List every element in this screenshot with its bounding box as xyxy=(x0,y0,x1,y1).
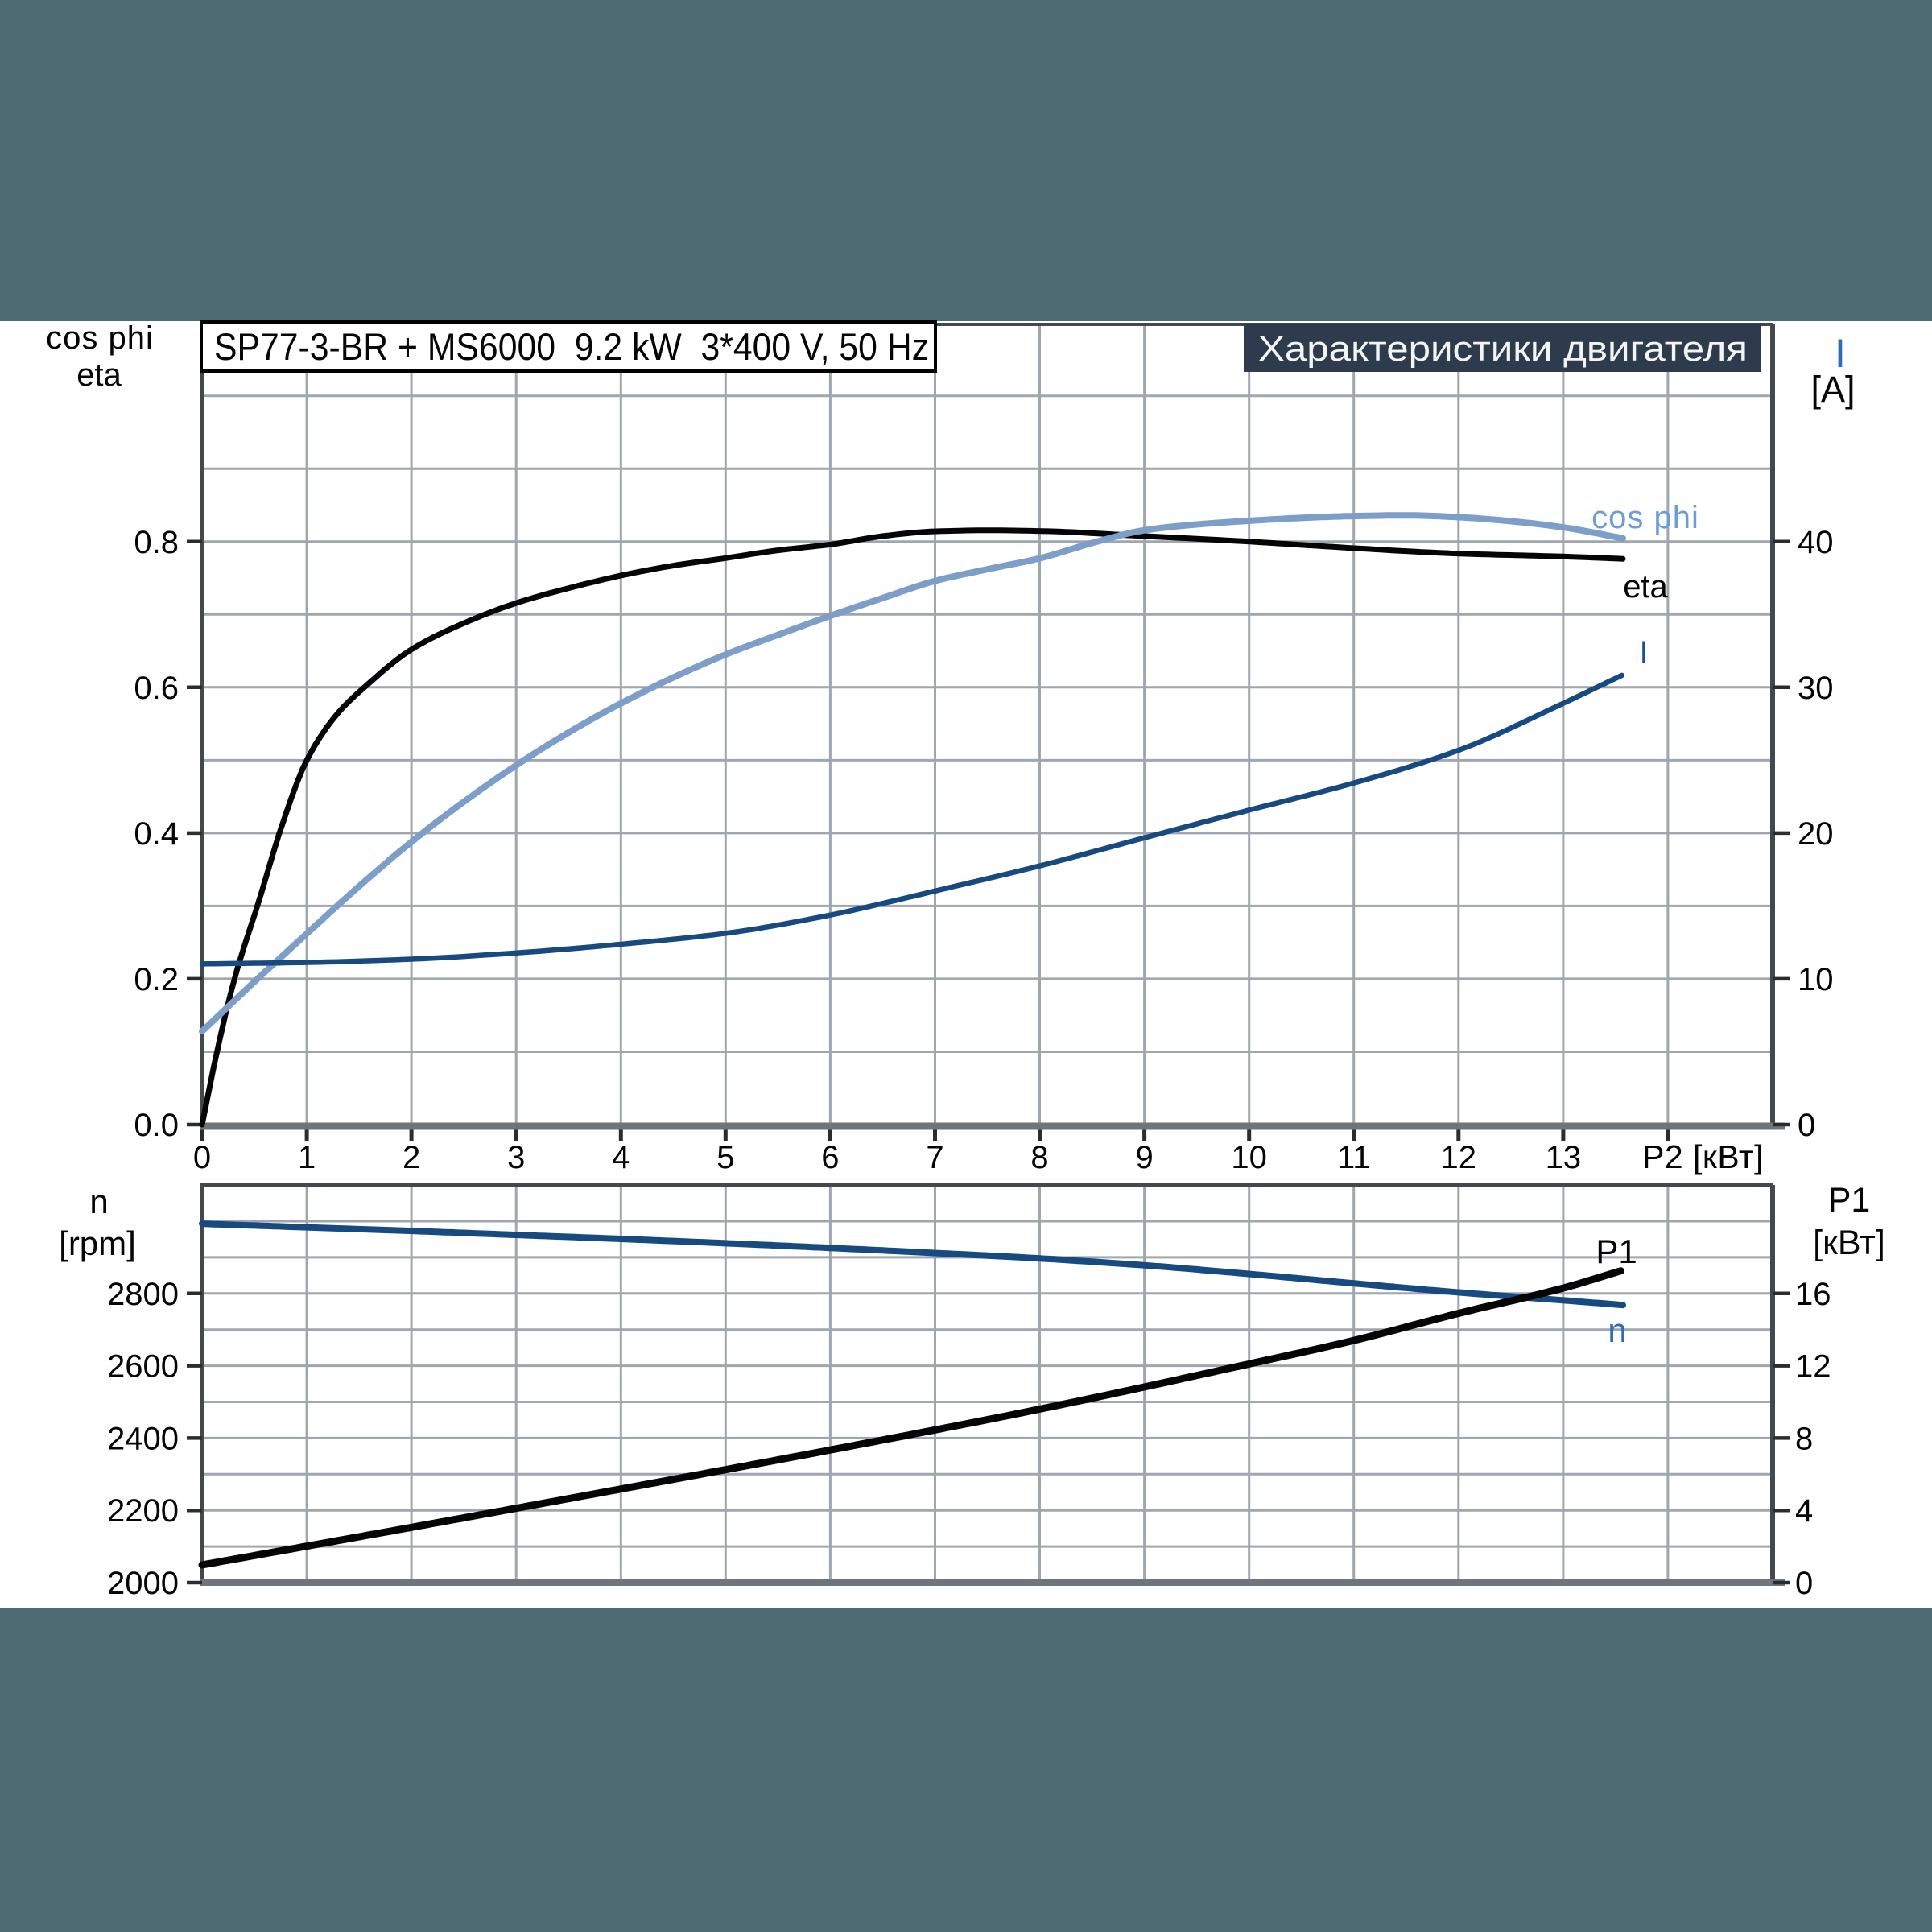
svg-text:2: 2 xyxy=(402,1140,420,1175)
svg-text:0.0: 0.0 xyxy=(134,1108,179,1143)
svg-text:4: 4 xyxy=(1795,1493,1813,1529)
svg-text:[кВт]: [кВт] xyxy=(1813,1224,1885,1262)
svg-text:8: 8 xyxy=(1030,1140,1048,1175)
svg-text:eta: eta xyxy=(76,357,122,393)
svg-text:11: 11 xyxy=(1337,1140,1371,1175)
svg-text:1: 1 xyxy=(298,1140,316,1175)
svg-text:I: I xyxy=(1639,635,1648,671)
svg-text:12: 12 xyxy=(1441,1140,1477,1175)
svg-text:6: 6 xyxy=(821,1140,839,1175)
svg-text:0.6: 0.6 xyxy=(134,671,179,706)
svg-text:SP77-3-BR + MS6000 9.2 kW 3*: SP77-3-BR + MS6000 9.2 kW 3*400 V, 50 Hz xyxy=(214,325,929,368)
svg-text:2800: 2800 xyxy=(107,1277,179,1312)
svg-text:20: 20 xyxy=(1798,816,1834,852)
svg-text:4: 4 xyxy=(612,1140,630,1175)
svg-text:0.2: 0.2 xyxy=(134,962,179,997)
svg-text:40: 40 xyxy=(1798,525,1834,560)
svg-text:2200: 2200 xyxy=(107,1493,179,1529)
svg-text:3: 3 xyxy=(507,1140,525,1175)
svg-text:0: 0 xyxy=(1795,1566,1813,1601)
svg-text:5: 5 xyxy=(716,1140,734,1175)
svg-text:P1: P1 xyxy=(1828,1181,1871,1220)
svg-text:I: I xyxy=(1835,331,1846,376)
svg-text:cos phi: cos phi xyxy=(1591,500,1699,535)
svg-text:0.8: 0.8 xyxy=(134,525,179,560)
svg-text:10: 10 xyxy=(1231,1140,1267,1175)
svg-text:n: n xyxy=(1608,1311,1626,1349)
svg-text:12: 12 xyxy=(1795,1349,1831,1385)
svg-text:0.4: 0.4 xyxy=(134,816,179,852)
svg-text:2400: 2400 xyxy=(107,1421,179,1456)
svg-text:13: 13 xyxy=(1546,1140,1582,1175)
svg-text:eta: eta xyxy=(1623,569,1668,605)
svg-text:9: 9 xyxy=(1135,1140,1153,1175)
svg-text:n: n xyxy=(89,1183,108,1220)
svg-text:cos phi: cos phi xyxy=(46,320,154,356)
svg-text:2000: 2000 xyxy=(107,1566,179,1601)
svg-text:0: 0 xyxy=(1798,1108,1815,1143)
svg-text:[A]: [A] xyxy=(1810,369,1855,410)
svg-text:Характеристики двигателя: Характеристики двигателя xyxy=(1258,329,1748,369)
svg-text:16: 16 xyxy=(1795,1277,1831,1312)
svg-text:P2 [кВт]: P2 [кВт] xyxy=(1642,1138,1764,1175)
svg-text:2600: 2600 xyxy=(107,1349,179,1385)
svg-text:7: 7 xyxy=(926,1140,943,1175)
svg-text:P1: P1 xyxy=(1596,1232,1637,1270)
svg-text:[rpm]: [rpm] xyxy=(59,1224,136,1262)
svg-text:8: 8 xyxy=(1795,1421,1813,1456)
svg-text:10: 10 xyxy=(1798,962,1834,997)
svg-text:30: 30 xyxy=(1798,671,1834,706)
svg-text:0: 0 xyxy=(193,1140,211,1175)
